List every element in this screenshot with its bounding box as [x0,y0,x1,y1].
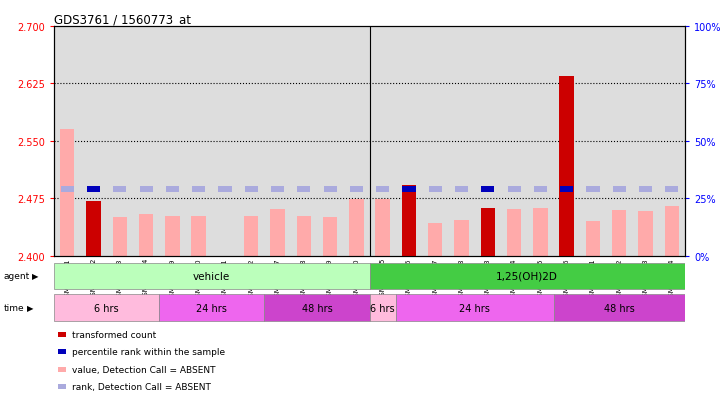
Bar [428,223,443,256]
Bar [265,295,369,321]
Bar [376,187,389,192]
Bar [396,295,554,321]
Bar [533,209,548,256]
Bar [376,199,390,256]
Text: GDS3761 / 1560773_at: GDS3761 / 1560773_at [54,13,191,26]
Bar [192,187,205,192]
Bar [87,187,100,192]
Bar [166,187,179,192]
Bar [350,187,363,192]
Bar [586,187,600,192]
Bar [559,76,574,256]
Bar [665,206,679,256]
Bar [402,186,416,256]
Bar [54,295,159,321]
Bar [612,211,627,256]
Bar [481,209,495,256]
Text: transformed count: transformed count [72,330,156,339]
Text: vehicle: vehicle [193,271,231,281]
Bar [369,295,396,321]
Bar [402,187,415,192]
Bar [324,187,337,192]
Bar [554,295,685,321]
Text: 6 hrs: 6 hrs [94,303,119,313]
Bar [296,216,311,256]
Bar [61,187,74,192]
Bar [638,212,653,256]
Bar [481,187,495,192]
Text: rank, Detection Call = ABSENT: rank, Detection Call = ABSENT [72,382,211,391]
Bar [613,187,626,192]
Bar [191,216,206,256]
Bar [369,263,685,290]
Text: 48 hrs: 48 hrs [301,303,332,313]
Text: percentile rank within the sample: percentile rank within the sample [72,347,225,356]
Bar [54,263,369,290]
Text: 48 hrs: 48 hrs [604,303,634,313]
Bar [455,187,468,192]
Bar [244,187,258,192]
Bar [139,214,154,256]
Text: 6 hrs: 6 hrs [371,303,395,313]
Text: agent: agent [4,272,30,281]
Bar [665,187,678,192]
Bar [508,187,521,192]
Bar [507,209,521,256]
Text: 24 hrs: 24 hrs [459,303,490,313]
Bar [534,187,547,192]
Text: time: time [4,304,25,313]
Bar [218,187,231,192]
Bar [112,217,127,256]
Text: ▶: ▶ [32,272,39,281]
Bar [297,187,310,192]
Bar [139,187,153,192]
Bar [60,130,74,256]
Bar [349,199,363,256]
Bar [87,202,101,256]
Text: 24 hrs: 24 hrs [196,303,227,313]
Text: value, Detection Call = ABSENT: value, Detection Call = ABSENT [72,365,216,374]
Bar [165,216,180,256]
Bar [271,187,284,192]
Bar [159,295,265,321]
Text: ▶: ▶ [27,304,34,313]
Text: 1,25(OH)2D: 1,25(OH)2D [496,271,558,281]
Bar [585,222,600,256]
Bar [429,187,442,192]
Bar [270,209,285,256]
Bar [323,218,337,256]
Bar [454,220,469,256]
Bar [560,187,573,192]
Bar [639,187,652,192]
Bar [244,216,258,256]
Bar [113,187,126,192]
